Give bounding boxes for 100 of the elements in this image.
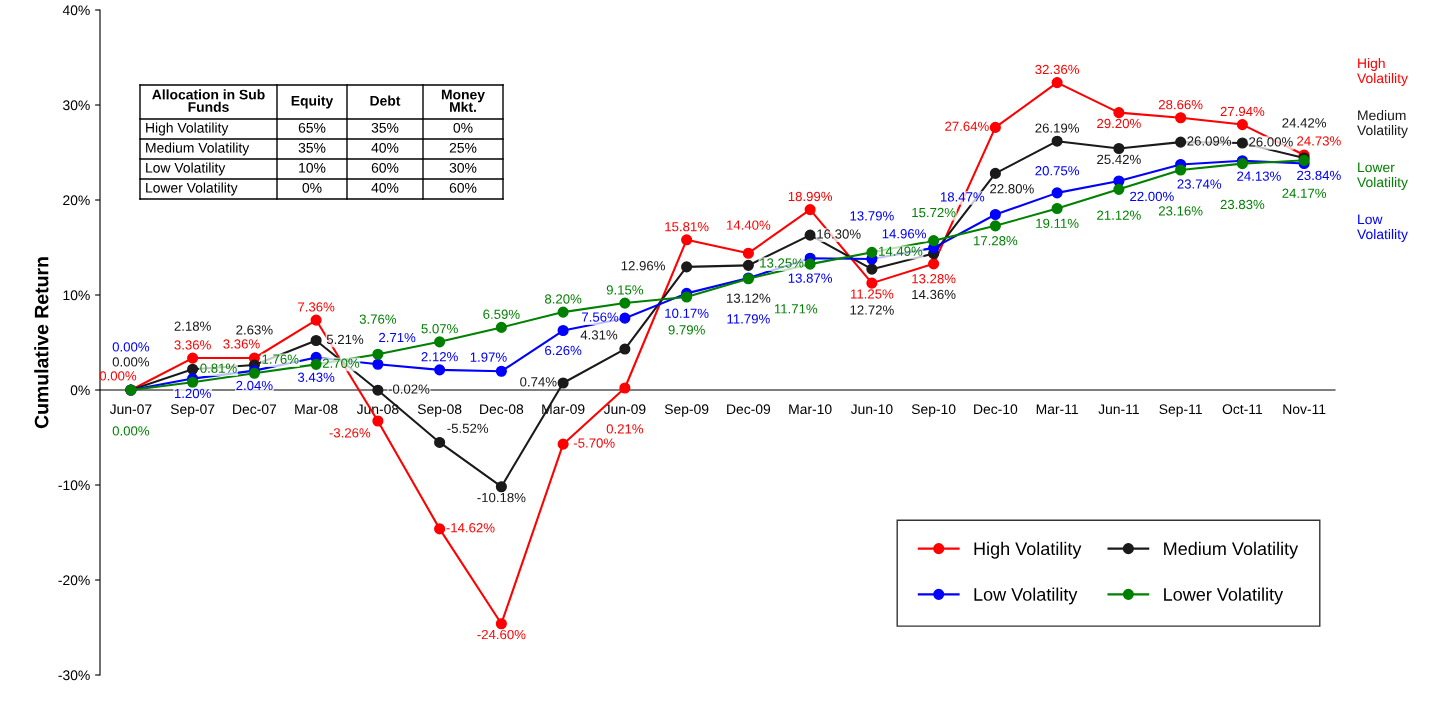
- annotation: Equity: [291, 95, 334, 109]
- data-label: 27.94%: [1220, 106, 1265, 117]
- annotation: High Volatility: [146, 122, 229, 136]
- data-label: 20.75%: [1035, 166, 1080, 176]
- y-tick-label: 10%: [63, 290, 90, 301]
- data-label: 7.56%: [582, 312, 619, 322]
- data-label: 9.15%: [606, 285, 644, 295]
- legend-label: Medium Volatility: [1164, 541, 1299, 559]
- annotation: 0%: [453, 122, 473, 133]
- data-label: 5.21%: [326, 334, 364, 345]
- data-label: 22.80%: [990, 184, 1034, 194]
- annotation: 65%: [298, 122, 326, 133]
- data-label: 6.59%: [483, 309, 520, 319]
- x-tick-label: Sep-08: [417, 404, 462, 417]
- data-label: 1.97%: [470, 352, 507, 362]
- data-label: 3.76%: [359, 314, 397, 324]
- data-label: 0.00%: [112, 357, 150, 367]
- x-tick-label: Dec-07: [233, 404, 277, 415]
- data-label: 2.18%: [174, 321, 211, 331]
- data-label: -5.52%: [447, 423, 489, 433]
- data-label: 10.17%: [665, 308, 709, 318]
- annotation: Lower Volatility: [146, 182, 238, 196]
- data-label: 23.74%: [1177, 179, 1222, 189]
- annotation: 40%: [371, 182, 399, 193]
- data-label: 22.00%: [1130, 191, 1174, 202]
- data-label: 3.36%: [223, 339, 260, 349]
- data-label: -24.60%: [477, 629, 526, 640]
- data-label: 24.13%: [1237, 171, 1281, 181]
- y-tick-label: 0%: [70, 385, 90, 396]
- data-label: -14.62%: [446, 523, 495, 533]
- data-label: 1.76%: [262, 354, 299, 364]
- data-label: 3.43%: [297, 372, 335, 382]
- data-label: 2.70%: [322, 358, 360, 368]
- x-tick-label: Dec-10: [974, 404, 1018, 415]
- text: Low Volatility: [1357, 214, 1408, 242]
- text: Medium Volatility: [1357, 110, 1408, 138]
- x-tick-label: Sep-09: [664, 404, 709, 417]
- data-label: 14.96%: [882, 229, 926, 239]
- data-label: 11.71%: [774, 304, 818, 314]
- data-label: 6.26%: [545, 345, 582, 356]
- data-label: 24.42%: [1282, 118, 1327, 128]
- y-tick-label: -30%: [58, 670, 90, 681]
- data-label: -5.70%: [573, 438, 615, 448]
- data-label: 11.25%: [850, 289, 894, 299]
- legend-label: High Volatility: [974, 541, 1082, 559]
- annotation: 35%: [371, 122, 399, 133]
- data-label: 14.36%: [912, 289, 956, 300]
- data-label: 0.74%: [520, 377, 557, 387]
- x-tick-label: Jun-11: [1098, 404, 1139, 415]
- data-label: -10.18%: [477, 492, 526, 503]
- y-tick-label: -20%: [58, 575, 90, 586]
- data-label: 17.28%: [974, 236, 1018, 246]
- y-tick-label: 40%: [62, 5, 90, 16]
- y-tick-label: -10%: [58, 480, 90, 491]
- data-label: 26.09%: [1187, 136, 1232, 146]
- data-label: 18.99%: [788, 191, 833, 202]
- data-label: 13.79%: [850, 211, 894, 221]
- data-label: 24.17%: [1282, 188, 1327, 198]
- data-label: 23.83%: [1220, 199, 1265, 210]
- annotation: Allocation in Sub Funds: [152, 89, 265, 112]
- data-label: 16.30%: [817, 229, 861, 239]
- data-label: 29.20%: [1097, 118, 1141, 129]
- annotation: 60%: [371, 162, 399, 173]
- x-tick-label: Nov-11: [1283, 404, 1326, 415]
- data-label: 24.73%: [1297, 136, 1341, 146]
- x-tick-label: Oct-11: [1222, 404, 1263, 415]
- x-tick-label: Mar-08: [295, 404, 338, 415]
- data-label: 2.12%: [421, 352, 458, 362]
- data-label: 25.42%: [1097, 154, 1141, 165]
- data-label: 13.28%: [912, 274, 956, 284]
- data-label: 21.12%: [1097, 210, 1141, 220]
- data-label: 7.36%: [298, 302, 335, 312]
- data-label: 26.19%: [1035, 123, 1080, 133]
- x-tick-label: Sep-07: [170, 404, 215, 417]
- data-label: 32.36%: [1035, 64, 1080, 75]
- data-label: -3.26%: [329, 428, 371, 438]
- data-label: 4.31%: [580, 330, 618, 340]
- data-label: 13.12%: [727, 293, 771, 303]
- annotation: 40%: [371, 142, 399, 153]
- x-tick-label: Sep-10: [911, 404, 956, 417]
- data-label: 27.64%: [945, 121, 989, 131]
- data-label: 23.16%: [1158, 206, 1203, 216]
- data-label: 19.11%: [1036, 218, 1079, 228]
- data-label: 14.49%: [879, 246, 923, 256]
- data-label: 13.87%: [788, 273, 833, 283]
- annotation: Money Mkt.: [441, 89, 485, 112]
- data-label: 0.00%: [112, 342, 150, 352]
- legend-label: Low Volatility: [974, 587, 1078, 605]
- data-label: 15.81%: [665, 222, 709, 232]
- annotation: 10%: [299, 162, 326, 173]
- data-label: 13.25%: [760, 258, 804, 268]
- data-label: -0.02%: [388, 384, 430, 394]
- data-label: 8.20%: [544, 294, 582, 304]
- text: High Volatility: [1357, 58, 1408, 86]
- y-tick-label: 20%: [63, 195, 90, 206]
- x-tick-label: Jun-09: [603, 404, 646, 415]
- annotation: Medium Volatility: [146, 142, 250, 156]
- x-tick-label: Mar-11: [1036, 404, 1078, 415]
- annotation: 30%: [449, 162, 477, 173]
- x-tick-label: Mar-10: [789, 404, 832, 415]
